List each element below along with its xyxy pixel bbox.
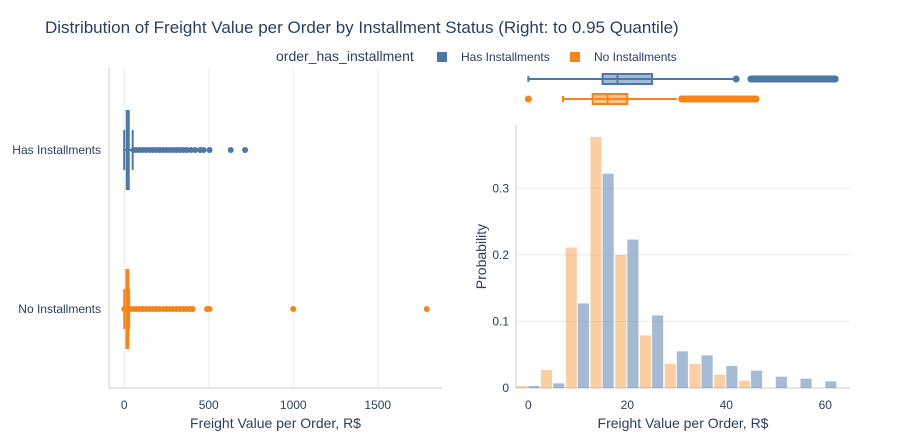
left-outlier-point-has-installments	[183, 147, 190, 153]
histogram-bar-no-installments	[565, 247, 577, 388]
histogram-bar-no-installments	[714, 374, 726, 388]
right-x-tick-label: 0	[525, 398, 532, 412]
histogram-bar-has-installments	[602, 173, 614, 388]
marginal-box-no-installments	[591, 93, 629, 105]
right-y-tick-label: 0.1	[492, 314, 509, 328]
left-outlier-point-has-installments	[200, 147, 207, 153]
histogram-bar-no-installments	[639, 335, 652, 388]
right-y-tick-label: 0	[502, 381, 509, 395]
left-outlier-point-no-installments	[290, 306, 297, 312]
left-outlier-point-has-installments	[242, 147, 249, 153]
left-outlier-point-no-installments	[189, 306, 196, 312]
marginal-box-has-installments	[601, 73, 654, 85]
right-x-tick-label: 20	[621, 398, 635, 412]
left-x-axis-title: Freight Value per Order, R$	[190, 415, 361, 431]
histogram-bar-has-installments	[627, 239, 639, 388]
histogram-bar-has-installments	[701, 355, 713, 388]
left-outlier-point-has-installments	[206, 147, 213, 153]
histogram-bar-no-installments	[664, 364, 676, 388]
chart-title: Distribution of Freight Value per Order …	[45, 18, 679, 37]
right-x-tick-label: 40	[720, 398, 734, 412]
left-y-tick-label-no-installments: No Installments	[18, 302, 101, 316]
left-outlier-point-no-installments	[423, 306, 430, 312]
left-y-tick-label-has-installments: Has Installments	[12, 143, 101, 157]
histogram-bar-has-installments	[652, 315, 664, 388]
histogram-bar-no-installments	[540, 370, 553, 388]
histogram-bar-no-installments	[738, 380, 751, 388]
left-outlier-point-has-installments	[227, 147, 234, 153]
right-y-axis-title: Probability	[473, 224, 489, 289]
right-y-tick-label: 0.2	[492, 248, 509, 262]
left-outlier-point-no-installments	[121, 306, 128, 312]
histogram-bar-has-installments	[676, 351, 688, 388]
legend-label-no-installments: No Installments	[594, 50, 677, 64]
left-outlier-point-has-installments	[192, 147, 199, 153]
legend-item-has-installments[interactable]: Has Installments	[437, 50, 550, 64]
legend-item-no-installments[interactable]: No Installments	[570, 50, 677, 64]
left-outlier-point-no-installments	[206, 306, 213, 312]
histogram-bar-no-installments	[516, 386, 528, 388]
right-x-axis-title: Freight Value per Order, R$	[598, 415, 769, 431]
left-outlier-point-has-installments	[187, 147, 194, 153]
histogram-bar-has-installments	[751, 370, 763, 388]
left-x-tick-label: 0	[121, 398, 128, 412]
histogram-bar-has-installments	[825, 381, 837, 388]
histogram-bar-no-installments	[590, 136, 602, 388]
left-x-tick-label: 1500	[364, 398, 391, 412]
histogram-bar-has-installments	[726, 366, 738, 388]
histogram-bar-has-installments	[775, 376, 787, 388]
histogram-bar-no-installments	[615, 254, 627, 388]
right-y-tick-label: 0.3	[492, 181, 509, 195]
left-x-tick-label: 500	[199, 398, 219, 412]
legend-title: order_has_installment	[276, 48, 414, 64]
right-x-tick-label: 60	[819, 398, 833, 412]
legend-swatch-no-installments	[570, 52, 580, 62]
legend-label-has-installments: Has Installments	[461, 50, 550, 64]
histogram-bar-has-installments	[553, 383, 565, 388]
marginal-outlier-point-no-installments	[524, 95, 532, 103]
histogram-bar-has-installments	[800, 378, 812, 388]
histogram-bar-no-installments	[689, 364, 701, 388]
left-x-tick-label: 1000	[280, 398, 307, 412]
marginal-outlier-point-has-installments	[732, 75, 740, 83]
histogram-bar-has-installments	[577, 303, 589, 388]
histogram-bar-has-installments	[528, 386, 540, 388]
legend-swatch-has-installments	[437, 52, 447, 62]
